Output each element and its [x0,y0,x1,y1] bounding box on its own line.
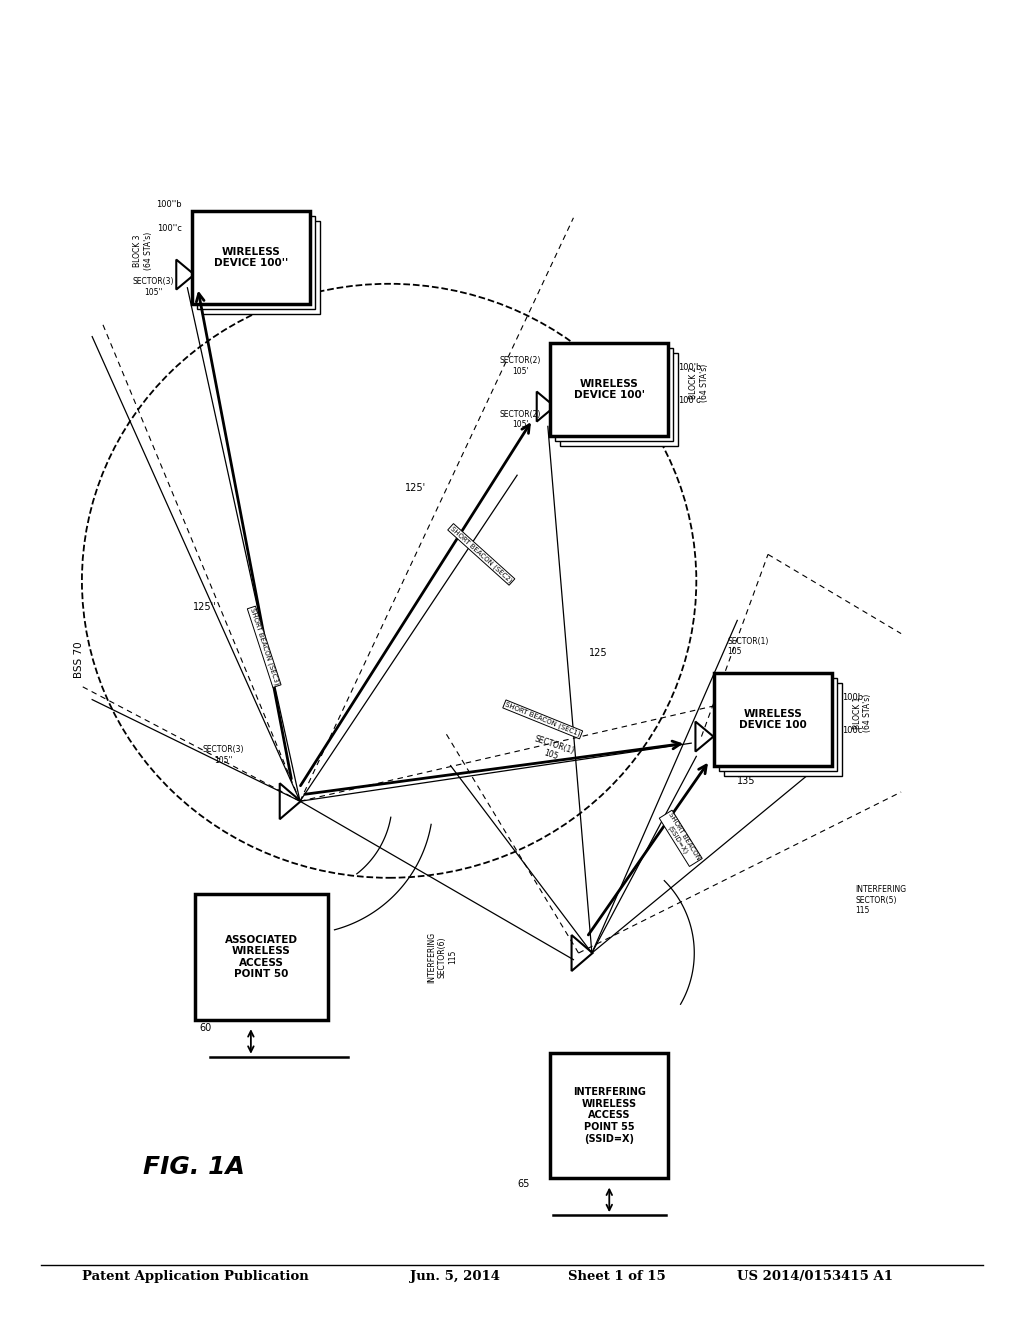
Text: SECTOR(1)
105: SECTOR(1) 105 [530,734,575,766]
Text: 100c: 100c [842,726,862,735]
Text: 100''c: 100''c [157,224,182,234]
Text: WIRELESS
DEVICE 100': WIRELESS DEVICE 100' [573,379,645,400]
Text: BLOCK 1
(64 STA's): BLOCK 1 (64 STA's) [853,694,872,731]
Text: 100''b: 100''b [156,201,182,210]
Bar [551,343,668,436]
Text: 125: 125 [589,648,607,659]
Text: 100b: 100b [842,693,863,702]
Text: INTERFERING
WIRELESS
ACCESS
POINT 55
(SSID=X): INTERFERING WIRELESS ACCESS POINT 55 (SS… [572,1088,646,1143]
Text: SECTOR(2)
105': SECTOR(2) 105' [500,356,541,376]
Text: WIRELESS
DEVICE 100'': WIRELESS DEVICE 100'' [214,247,288,268]
Text: SECTOR(3)
105'': SECTOR(3) 105'' [133,277,174,297]
Bar [193,211,309,304]
Bar [719,678,837,771]
Text: FIG. 1A: FIG. 1A [143,1155,245,1179]
Bar [724,684,842,776]
Text: SHORT BEACON
(SSID=X): SHORT BEACON (SSID=X) [660,812,701,865]
Text: 125': 125' [404,483,426,494]
Bar [551,1053,668,1177]
Text: 100'b: 100'b [678,363,701,372]
Text: US 2014/0153415 A1: US 2014/0153415 A1 [737,1270,893,1283]
Text: SECTOR(3)
105'': SECTOR(3) 105'' [203,746,244,764]
Text: INTERFERING
SECTOR(5)
115: INTERFERING SECTOR(5) 115 [855,886,906,915]
Text: 125'': 125'' [193,602,216,612]
Text: SECTOR(2)
105': SECTOR(2) 105' [500,411,541,429]
Text: ASSOCIATED
WIRELESS
ACCESS
POINT 50: ASSOCIATED WIRELESS ACCESS POINT 50 [224,935,298,979]
Text: BLOCK 2
(64 STA's): BLOCK 2 (64 STA's) [689,364,709,401]
Text: SHORT BEACON (SEC2): SHORT BEACON (SEC2) [450,525,513,583]
Text: SHORT BEACON (SEC3): SHORT BEACON (SEC3) [249,607,280,686]
Text: 65: 65 [517,1179,530,1188]
Text: SHORT BEACON (SEC1): SHORT BEACON (SEC1) [504,701,582,738]
Text: Sheet 1 of 15: Sheet 1 of 15 [568,1270,666,1283]
Text: BSS 70: BSS 70 [74,642,84,678]
Bar [555,348,673,441]
Text: Patent Application Publication: Patent Application Publication [82,1270,308,1283]
Text: INTERFERING
SECTOR(6)
115: INTERFERING SECTOR(6) 115 [427,932,458,982]
Text: 100'c: 100'c [678,396,701,405]
Text: 60: 60 [200,1023,212,1032]
Bar [715,673,831,766]
Text: WIRELESS
DEVICE 100: WIRELESS DEVICE 100 [739,709,807,730]
Text: 135: 135 [737,776,756,787]
Bar [197,216,314,309]
Bar [202,222,319,314]
Bar [195,895,328,1019]
Text: Jun. 5, 2014: Jun. 5, 2014 [410,1270,500,1283]
Text: BLOCK 3
(64 STA's): BLOCK 3 (64 STA's) [133,232,153,269]
Bar [560,354,678,446]
Text: SECTOR(1)
105: SECTOR(1) 105 [727,638,768,656]
